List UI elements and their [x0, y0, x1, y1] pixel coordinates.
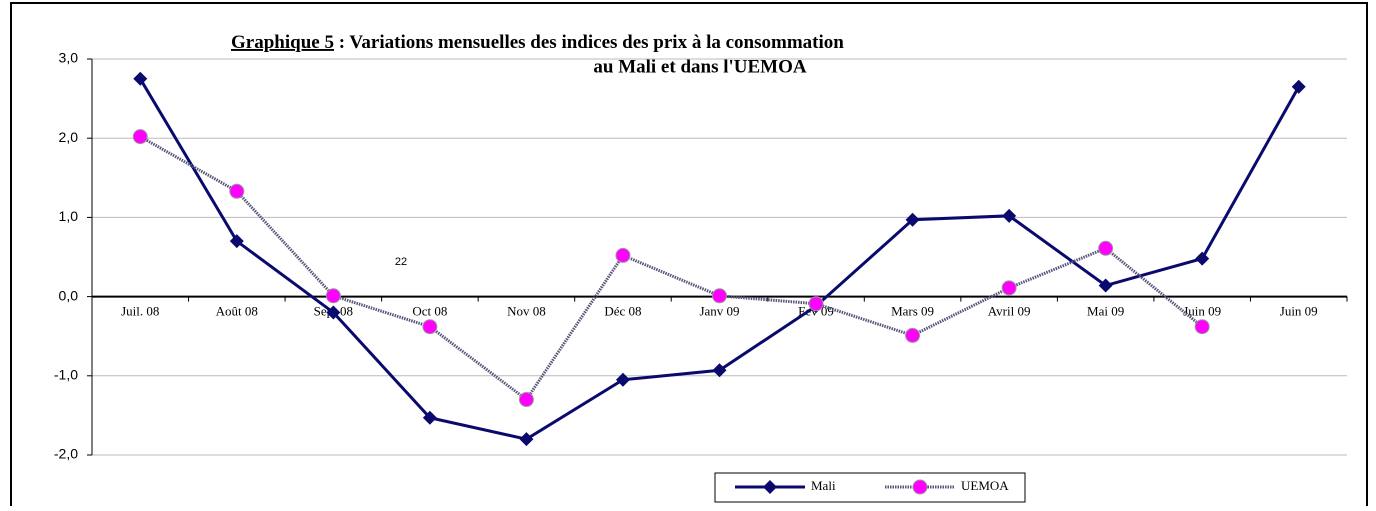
marker — [1291, 79, 1306, 94]
marker — [1001, 280, 1017, 296]
marker — [905, 327, 921, 343]
chart-title: Graphique 5 : Variations mensuelles des … — [231, 32, 844, 53]
title-line: : Variations mensuelles des indices des … — [334, 32, 844, 53]
marker — [519, 432, 534, 447]
chart-border — [10, 2, 1368, 511]
marker — [905, 212, 920, 227]
marker — [132, 129, 148, 145]
legend: Mali UEMOA — [714, 472, 1026, 503]
x-tick-label: Oct 08 — [412, 304, 447, 319]
x-tick-label: Mai 09 — [1087, 304, 1124, 319]
marker — [615, 247, 631, 263]
x-tick-label: Août 08 — [216, 304, 258, 319]
y-tick-label: 0,0 — [59, 287, 79, 303]
marker — [229, 234, 244, 249]
y-tick-label: -1,0 — [54, 367, 78, 383]
marker — [1194, 319, 1210, 335]
x-tick-label: Juil. 08 — [121, 304, 159, 319]
marker — [229, 183, 245, 199]
marker — [518, 392, 534, 408]
x-tick-label: Nov 08 — [507, 304, 546, 319]
marker — [326, 305, 341, 320]
marker — [1098, 240, 1114, 256]
series-line — [139, 135, 1204, 402]
x-tick-label: Janv 09 — [699, 304, 739, 319]
x-tick-label: Déc 08 — [604, 304, 641, 319]
y-tick-label: -2,0 — [54, 446, 78, 462]
x-tick-label: Juin 09 — [1183, 304, 1221, 319]
marker — [325, 288, 341, 304]
y-tick-label: 3,0 — [59, 50, 79, 66]
annotation: 22 — [395, 256, 407, 268]
title-label: Graphique 5 — [231, 32, 334, 53]
marker — [1002, 208, 1017, 223]
marker — [712, 363, 727, 378]
title-line: au Mali et dans l'UEMOA — [593, 56, 807, 77]
x-tick-label: Avril 09 — [988, 304, 1031, 319]
marker — [1195, 251, 1210, 266]
legend-label: UEMOA — [961, 478, 1009, 493]
x-tick-label: Juin 09 — [1280, 304, 1318, 319]
legend-label: Mali — [811, 478, 836, 493]
marker — [912, 479, 928, 495]
marker — [615, 372, 630, 387]
marker — [712, 288, 727, 304]
marker — [422, 319, 438, 335]
marker — [763, 480, 777, 494]
marker — [808, 296, 824, 312]
marker — [422, 410, 437, 425]
marker — [133, 71, 148, 86]
y-tick-label: 1,0 — [59, 208, 79, 224]
marker — [1098, 278, 1113, 293]
x-tick-label: Mars 09 — [891, 304, 934, 319]
y-tick-label: 2,0 — [59, 129, 79, 145]
